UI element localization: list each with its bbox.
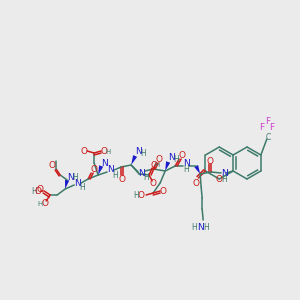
Text: H: H — [72, 173, 78, 182]
Text: O: O — [150, 179, 157, 188]
Text: N: N — [197, 224, 203, 232]
Text: N: N — [138, 169, 145, 178]
Text: N: N — [74, 178, 80, 188]
Text: N: N — [135, 148, 142, 157]
Text: O: O — [160, 188, 167, 196]
Text: N: N — [168, 154, 175, 163]
Text: O: O — [207, 157, 214, 166]
Text: O: O — [37, 185, 44, 194]
Text: O: O — [151, 160, 158, 169]
Text: N: N — [221, 169, 227, 178]
Text: H: H — [112, 170, 118, 179]
Text: H: H — [173, 154, 179, 164]
Polygon shape — [65, 179, 69, 189]
Text: H: H — [133, 191, 139, 200]
Text: O: O — [91, 166, 98, 175]
Text: H: H — [31, 187, 37, 196]
Text: O: O — [193, 178, 200, 188]
Text: F: F — [259, 124, 264, 133]
Text: O: O — [216, 176, 223, 184]
Text: H: H — [191, 224, 197, 232]
Text: H: H — [221, 175, 227, 184]
Text: O: O — [118, 175, 126, 184]
Text: H: H — [154, 162, 160, 168]
Text: H: H — [38, 201, 43, 207]
Text: C: C — [265, 133, 271, 142]
Text: O: O — [178, 152, 186, 160]
Text: O: O — [42, 200, 49, 208]
Text: H: H — [203, 224, 209, 232]
Text: O: O — [100, 148, 108, 157]
Polygon shape — [165, 161, 170, 171]
Text: F: F — [269, 124, 275, 133]
Text: N: N — [107, 166, 113, 175]
Text: O: O — [138, 191, 145, 200]
Text: F: F — [265, 118, 270, 127]
Text: O: O — [81, 146, 88, 155]
Text: N: N — [101, 158, 107, 167]
Polygon shape — [98, 165, 103, 175]
Text: H: H — [106, 149, 111, 155]
Text: N: N — [183, 160, 190, 169]
Text: H: H — [143, 173, 149, 182]
Text: H: H — [79, 184, 85, 193]
Polygon shape — [131, 155, 137, 165]
Text: O: O — [34, 187, 42, 196]
Polygon shape — [194, 165, 200, 174]
Text: H: H — [140, 148, 146, 158]
Text: O: O — [49, 161, 56, 170]
Text: O: O — [156, 155, 163, 164]
Text: N: N — [67, 172, 74, 182]
Text: H: H — [183, 166, 189, 175]
